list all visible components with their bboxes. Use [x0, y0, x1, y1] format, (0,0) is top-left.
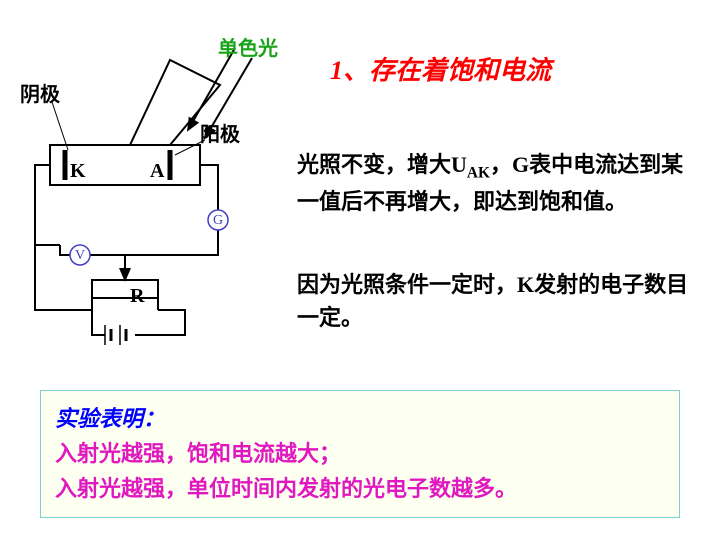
conclusion-line-2: 入射光越强，单位时间内发射的光电子数越多。: [55, 471, 665, 506]
para1-sub: AK: [467, 164, 490, 181]
conclusion-title: 实验表明：: [55, 401, 665, 436]
cathode-label: 阴极: [20, 78, 60, 107]
a-electrode-label: A: [150, 160, 164, 183]
conclusion-box: 实验表明： 入射光越强，饱和电流越大； 入射光越强，单位时间内发射的光电子数越多…: [40, 390, 680, 518]
section-heading: 1、存在着饱和电流: [330, 50, 551, 87]
paragraph-2: 因为光照条件一定时，K发射的电子数目一定。: [297, 268, 702, 334]
conclusion-line-1: 入射光越强，饱和电流越大；: [55, 436, 665, 471]
svg-text:V: V: [75, 248, 85, 263]
anode-label: 阳极: [200, 118, 240, 147]
svg-text:G: G: [213, 213, 223, 228]
resistor-label: R: [130, 285, 144, 308]
para1-a: 光照不变，增大U: [297, 152, 467, 177]
k-electrode-label: K: [70, 160, 86, 183]
light-label: 单色光: [218, 32, 278, 61]
paragraph-1: 光照不变，增大UAK，G表中电流达到某一值后不再增大，即达到饱和值。: [297, 148, 702, 218]
